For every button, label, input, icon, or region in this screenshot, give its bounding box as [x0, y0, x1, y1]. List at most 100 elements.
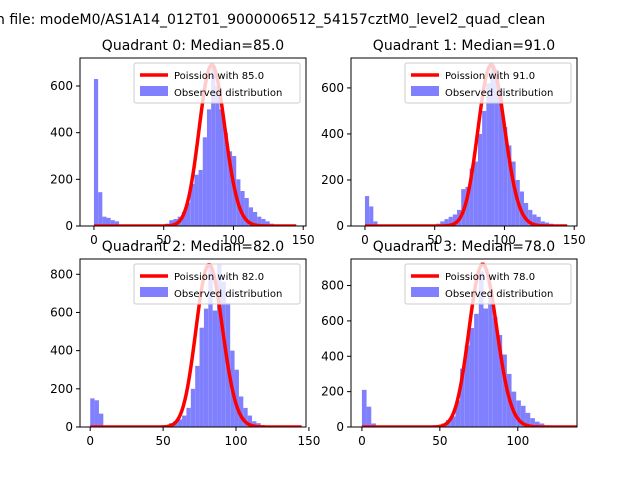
histogram-bar — [199, 327, 204, 427]
legend-hist-swatch — [140, 86, 168, 96]
histogram-bar — [248, 207, 253, 226]
histogram-bar — [182, 415, 187, 427]
x-tick-label: 0 — [361, 233, 369, 247]
histogram-bar — [221, 281, 226, 427]
legend-hist-label: Observed distribution — [174, 289, 282, 300]
histogram-bar — [492, 317, 498, 427]
histogram-bar — [490, 64, 495, 226]
histogram-bar — [247, 415, 253, 427]
histogram-bar — [177, 419, 183, 427]
x-tick-label: 150 — [297, 434, 320, 448]
poisson-curve — [364, 63, 568, 226]
histogram-bar — [257, 216, 262, 226]
histogram-bar — [181, 212, 187, 226]
y-tick-label: 200 — [321, 385, 344, 399]
histogram-bar — [252, 421, 257, 427]
y-tick-label: 0 — [65, 219, 73, 233]
y-tick-label: 200 — [321, 173, 344, 187]
x-tick-label: 100 — [222, 233, 245, 247]
histogram-bar — [90, 398, 95, 427]
axes-frame — [79, 258, 307, 428]
y-tick-label: 800 — [50, 267, 73, 281]
legend: Poission with 85.0 Observed distribution — [133, 62, 301, 104]
histogram-bar — [494, 69, 499, 226]
histogram-bar — [523, 202, 529, 226]
histogram-bar — [198, 170, 203, 226]
histogram-bar — [497, 335, 503, 427]
y-tick-label: 200 — [50, 172, 73, 186]
histogram-bar — [206, 109, 212, 226]
histogram-bar — [511, 161, 516, 226]
histogram-bar — [243, 407, 248, 427]
histogram-bar — [369, 206, 374, 226]
histogram-bar — [110, 220, 115, 226]
x-tick-label: 100 — [493, 233, 516, 247]
histogram-bar — [465, 186, 470, 226]
histogram-bar — [265, 221, 270, 226]
y-tick-label: 600 — [321, 81, 344, 95]
x-tick-label: 150 — [292, 233, 315, 247]
axes-frame — [350, 57, 578, 227]
histogram-bar — [186, 202, 191, 226]
histogram-bar — [195, 365, 200, 427]
histogram-bar — [502, 354, 507, 427]
subplot-quadrant-0: Quadrant 0: Median=85.0 0 50 100 150 0 200 400 6… — [50, 38, 315, 247]
histogram-bar — [366, 406, 372, 427]
histogram-bar — [194, 174, 199, 226]
histogram-bar — [450, 416, 456, 427]
histogram-bar — [440, 221, 445, 226]
legend-poisson-label: Poission with 85.0 — [174, 71, 264, 82]
histogram-bar — [478, 271, 484, 427]
plot-area — [364, 63, 568, 226]
x-tick-label: 0 — [358, 434, 366, 448]
y-tick-label: 400 — [321, 349, 344, 363]
histogram-bar — [373, 221, 378, 226]
histogram-bar — [190, 388, 196, 427]
legend-box — [404, 62, 572, 104]
histogram-bar — [530, 418, 535, 427]
y-tick-label: 200 — [50, 382, 73, 396]
x-tick-label: 50 — [156, 233, 171, 247]
y-tick-label: 600 — [50, 305, 73, 319]
legend-box — [133, 263, 301, 305]
histogram-bar — [483, 308, 489, 427]
histogram-bar — [444, 219, 449, 226]
histogram-bar — [532, 214, 537, 226]
histogram-bar — [520, 405, 526, 427]
subplot-quadrant-1: Quadrant 1: Median=91.0 0 50 100 150 0 200 400 6… — [321, 38, 586, 247]
legend-hist-swatch — [140, 287, 168, 297]
legend: Poission with 78.0 Observed distribution — [404, 263, 572, 305]
y-tick-label: 800 — [321, 279, 344, 293]
histogram-bar — [474, 313, 479, 427]
y-tick-label: 0 — [336, 219, 344, 233]
histogram-bar — [371, 423, 376, 427]
histogram-bar — [455, 400, 461, 427]
histogram-bar — [186, 407, 191, 427]
histogram-bar — [98, 192, 103, 226]
legend-poisson-label: Poission with 82.0 — [174, 272, 264, 283]
legend: Poission with 91.0 Observed distribution — [404, 62, 572, 104]
legend-box — [133, 62, 301, 104]
x-tick-label: 50 — [155, 434, 170, 448]
subplot-grid: Quadrant 0: Median=85.0 0 50 100 150 0 200 400 6… — [50, 38, 586, 448]
histogram-bar — [448, 216, 453, 226]
legend-poisson-label: Poission with 91.0 — [445, 71, 535, 82]
x-tick-label: 100 — [225, 434, 248, 448]
x-tick-label: 150 — [563, 233, 586, 247]
subplot-title: Quadrant 2: Median=82.0 — [102, 239, 284, 255]
legend: Poission with 82.0 Observed distribution — [133, 263, 301, 305]
histogram-bar — [488, 290, 493, 427]
legend-hist-swatch — [411, 287, 439, 297]
figure-suptitle: n file: modeM0/AS1A14_012T01_9000006512_… — [0, 12, 545, 28]
histogram-bar — [460, 368, 465, 427]
histogram-bar — [503, 127, 508, 226]
histogram-bar — [525, 412, 531, 427]
histogram-bar — [244, 198, 249, 226]
histogram-bar — [364, 196, 370, 226]
legend-hist-label: Observed distribution — [445, 88, 553, 99]
histogram-bar — [452, 214, 458, 226]
histogram-bar — [469, 327, 475, 427]
histogram-bar — [536, 216, 541, 226]
legend-poisson-label: Poission with 78.0 — [445, 272, 535, 283]
